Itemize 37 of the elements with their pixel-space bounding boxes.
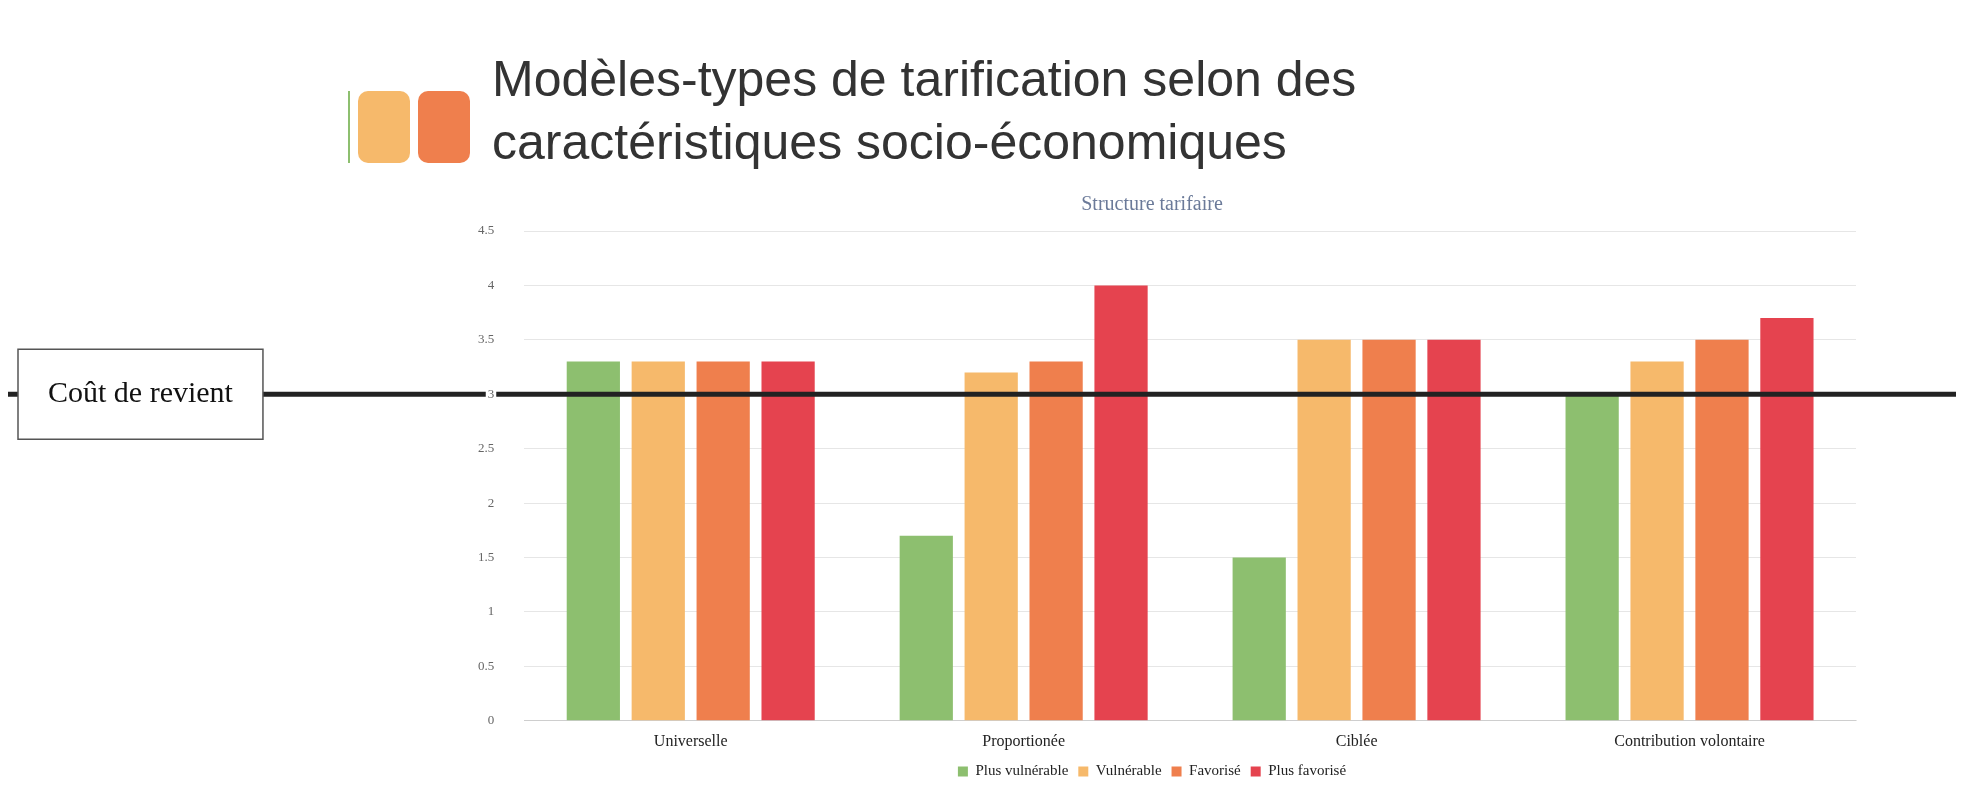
- y-tick-label: 0.5: [478, 657, 495, 673]
- x-tick-label: Contribution volontaire: [1614, 731, 1765, 749]
- x-tick-label: Proportionée: [982, 731, 1065, 750]
- bar: [1362, 339, 1416, 721]
- legend-label: Plus favorisé: [1268, 762, 1347, 779]
- bar: [566, 361, 620, 721]
- legend-label: Favorisé: [1189, 762, 1242, 779]
- ref-line-label: Coût de revient: [48, 375, 234, 409]
- bar: [1232, 557, 1286, 721]
- bar: [1760, 318, 1814, 721]
- bar: [1630, 361, 1684, 721]
- x-tick-label: Universelle: [653, 731, 728, 749]
- legend-label: Plus vulnérable: [975, 762, 1069, 779]
- bar: [899, 535, 953, 721]
- bar: [1094, 285, 1148, 721]
- y-tick-label: 3: [487, 385, 495, 401]
- y-tick-label: 1: [487, 603, 495, 619]
- bar: [1297, 339, 1351, 721]
- bar: [1427, 339, 1481, 721]
- bar: [631, 361, 685, 721]
- x-tick-label: Ciblée: [1335, 731, 1378, 749]
- bar: [696, 361, 750, 721]
- bar: [1695, 339, 1749, 721]
- y-tick-label: 4: [487, 276, 495, 292]
- bar: [964, 372, 1018, 721]
- chart-title: Modèles-types de tarification selon des caractéristiques socio-économiques: [492, 50, 1358, 172]
- bar: [761, 361, 815, 721]
- legend-label: Vulnérable: [1095, 762, 1162, 779]
- bar: [1565, 394, 1619, 721]
- bar: [1029, 361, 1083, 721]
- chart-subtitle: Structure tarifaire: [1081, 192, 1223, 215]
- y-tick-label: 2: [487, 494, 495, 510]
- y-tick-label: 1.5: [478, 548, 495, 564]
- y-tick-label: 3.5: [478, 331, 495, 347]
- y-tick-label: 0: [487, 712, 495, 728]
- y-tick-label: 4.5: [478, 222, 495, 238]
- y-tick-label: 2.5: [478, 440, 495, 456]
